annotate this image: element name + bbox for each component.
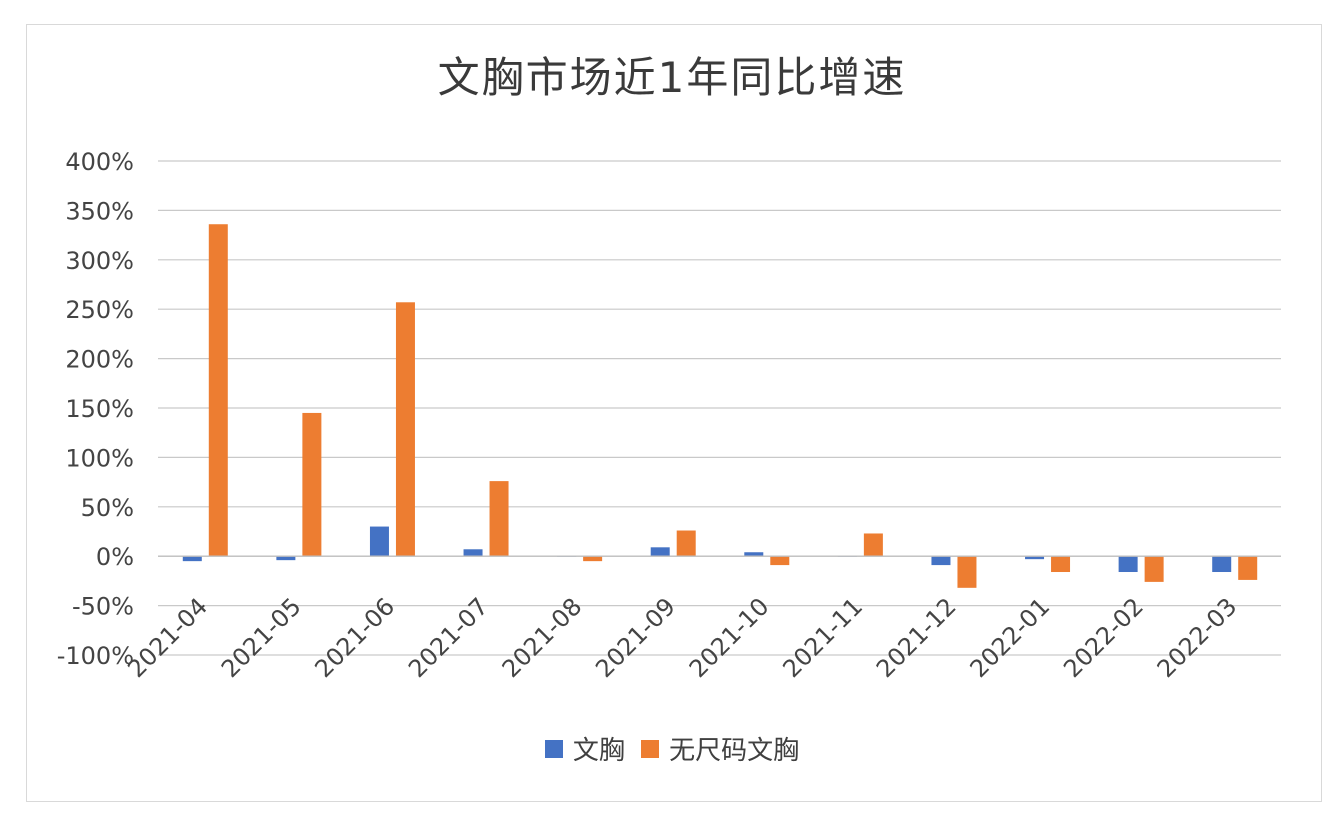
bar-series-2 bbox=[489, 481, 509, 557]
y-tick-label: 100% bbox=[65, 444, 134, 472]
bar-series-2 bbox=[1238, 556, 1258, 580]
y-tick-label: 150% bbox=[65, 395, 134, 423]
legend-item-series-2: 无尺码文胸 bbox=[641, 730, 799, 767]
legend-swatch-series-1 bbox=[544, 739, 563, 758]
bar-series-2 bbox=[770, 556, 790, 566]
legend: 文胸 无尺码文胸 bbox=[0, 730, 1344, 767]
y-tick-label: 50% bbox=[81, 494, 134, 522]
legend-label-series-1: 文胸 bbox=[572, 736, 625, 766]
bar-series-2 bbox=[957, 556, 977, 588]
bar-series-1 bbox=[1212, 556, 1232, 573]
y-tick-label: -50% bbox=[72, 593, 134, 621]
bar-series-1 bbox=[650, 547, 670, 557]
y-tick-label: 250% bbox=[65, 296, 134, 324]
y-tick-label: 400% bbox=[65, 148, 134, 176]
bar-series-1 bbox=[369, 526, 389, 557]
legend-swatch-series-2 bbox=[641, 739, 660, 758]
bar-series-1 bbox=[1025, 556, 1045, 560]
bar-series-1 bbox=[744, 552, 764, 557]
bar-series-1 bbox=[463, 549, 483, 557]
bar-series-2 bbox=[395, 302, 415, 557]
bar-series-2 bbox=[208, 224, 228, 557]
y-tick-label: 350% bbox=[65, 197, 134, 225]
bar-series-1 bbox=[276, 556, 296, 561]
bar-series-2 bbox=[863, 533, 883, 557]
chart-frame bbox=[26, 24, 1322, 802]
bar-series-1 bbox=[182, 556, 202, 562]
legend-label-series-2: 无尺码文胸 bbox=[669, 736, 800, 766]
bar-series-1 bbox=[1118, 556, 1138, 573]
y-tick-label: -100% bbox=[57, 642, 134, 670]
y-tick-label: 200% bbox=[65, 346, 134, 374]
bar-series-2 bbox=[583, 556, 603, 562]
bar-series-2 bbox=[1051, 556, 1071, 573]
bar-series-2 bbox=[676, 530, 696, 557]
chart-title: 文胸市场近1年同比增速 bbox=[437, 53, 907, 102]
bar-series-2 bbox=[1144, 556, 1164, 582]
legend-item-series-1: 文胸 bbox=[544, 730, 625, 767]
y-tick-label: 0% bbox=[96, 543, 134, 571]
bar-series-1 bbox=[931, 556, 951, 566]
bar-series-2 bbox=[302, 412, 322, 557]
y-tick-label: 300% bbox=[65, 247, 134, 275]
